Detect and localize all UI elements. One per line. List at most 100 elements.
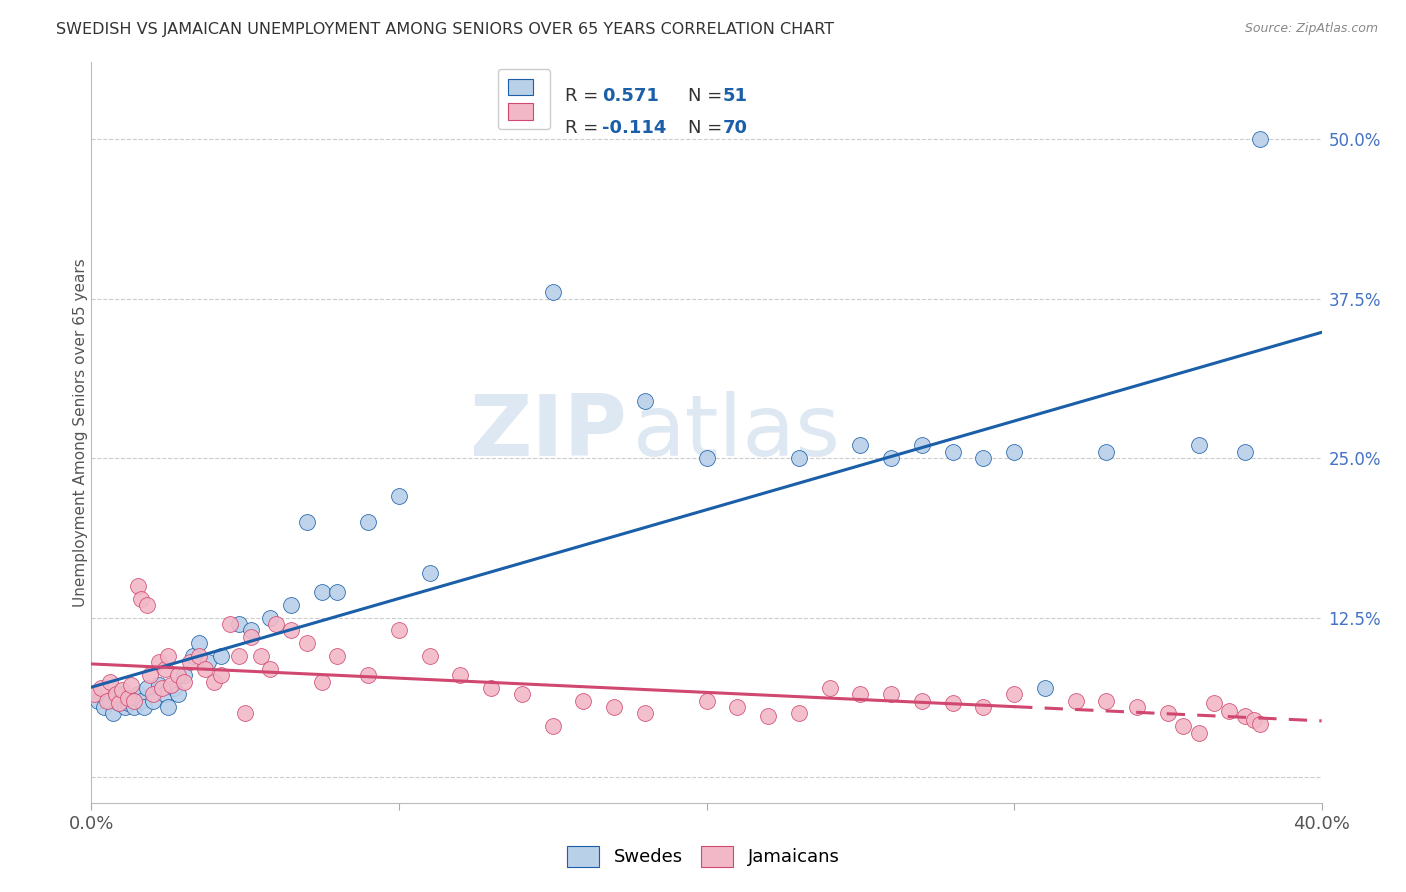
Point [634, 706, 657, 721]
Point [163, 681, 186, 695]
Point [541, 285, 564, 300]
Point [240, 624, 263, 638]
Point [90, 681, 112, 695]
Point [1064, 694, 1087, 708]
Point [83, 687, 105, 701]
Point [1202, 696, 1225, 710]
Point [228, 617, 250, 632]
Point [295, 515, 318, 529]
Point [124, 700, 146, 714]
Point [135, 681, 157, 695]
Point [166, 668, 188, 682]
Point [194, 662, 217, 676]
Point [259, 662, 281, 676]
Point [725, 700, 748, 714]
Point [1243, 713, 1265, 727]
Point [157, 700, 180, 714]
Point [357, 668, 380, 682]
Point [202, 674, 225, 689]
Point [127, 687, 149, 701]
Point [117, 691, 139, 706]
Point [98, 674, 121, 689]
Point [173, 668, 195, 682]
Point [1126, 700, 1149, 714]
Point [135, 598, 157, 612]
Point [173, 674, 195, 689]
Text: 70: 70 [723, 119, 748, 136]
Point [188, 648, 211, 663]
Text: N =: N = [688, 119, 728, 136]
Point [129, 591, 152, 606]
Point [96, 694, 118, 708]
Point [1233, 709, 1256, 723]
Point [972, 700, 994, 714]
Point [105, 691, 127, 706]
Legend: , : , [498, 70, 550, 129]
Point [1002, 687, 1025, 701]
Point [166, 687, 188, 701]
Point [139, 668, 162, 682]
Point [311, 585, 333, 599]
Point [942, 696, 965, 710]
Point [849, 687, 872, 701]
Point [117, 696, 139, 710]
Point [510, 687, 533, 701]
Point [911, 694, 934, 708]
Point [388, 490, 411, 504]
Point [108, 696, 131, 710]
Point [449, 668, 471, 682]
Point [1187, 438, 1209, 452]
Text: ZIP: ZIP [468, 391, 627, 475]
Point [1187, 725, 1209, 739]
Point [911, 438, 934, 452]
Text: R =: R = [565, 119, 605, 136]
Point [942, 444, 965, 458]
Point [160, 678, 183, 692]
Text: 51: 51 [723, 87, 748, 104]
Point [880, 451, 903, 466]
Point [1033, 681, 1056, 695]
Point [108, 696, 131, 710]
Y-axis label: Unemployment Among Seniors over 65 years: Unemployment Among Seniors over 65 years [73, 259, 87, 607]
Point [209, 668, 232, 682]
Point [142, 687, 165, 701]
Point [972, 451, 994, 466]
Point [311, 674, 333, 689]
Point [124, 694, 146, 708]
Point [280, 624, 302, 638]
Point [148, 656, 170, 670]
Point [1249, 132, 1271, 146]
Point [120, 691, 142, 706]
Point [357, 515, 380, 529]
Point [1249, 716, 1271, 731]
Point [142, 694, 165, 708]
Point [129, 694, 152, 708]
Point [98, 694, 121, 708]
Legend: Swedes, Jamaicans: Swedes, Jamaicans [560, 838, 846, 874]
Point [153, 687, 177, 701]
Point [572, 694, 595, 708]
Point [228, 648, 250, 663]
Point [756, 709, 779, 723]
Point [880, 687, 903, 701]
Point [153, 662, 177, 676]
Point [696, 694, 718, 708]
Point [787, 706, 810, 721]
Point [696, 451, 718, 466]
Point [280, 598, 302, 612]
Point [1002, 444, 1025, 458]
Point [603, 700, 626, 714]
Point [127, 579, 149, 593]
Point [209, 648, 232, 663]
Point [818, 681, 841, 695]
Point [249, 648, 271, 663]
Point [218, 617, 240, 632]
Point [148, 678, 170, 692]
Text: atlas: atlas [633, 391, 841, 475]
Point [111, 683, 134, 698]
Point [157, 648, 180, 663]
Point [111, 687, 134, 701]
Point [849, 438, 872, 452]
Point [197, 656, 219, 670]
Point [150, 681, 173, 695]
